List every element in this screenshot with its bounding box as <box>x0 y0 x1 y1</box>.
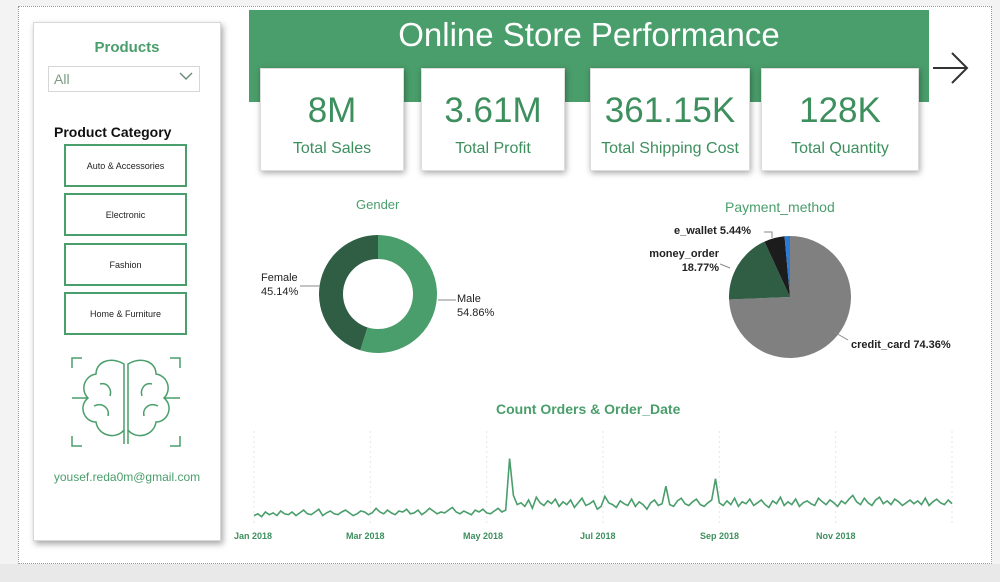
pie-slice-e-wallet[interactable] <box>764 236 790 297</box>
pie-slice-credit-card[interactable] <box>729 236 851 358</box>
filter-sidebar: Products All Product Category Auto & Acc… <box>33 22 221 541</box>
orders-chart-title: Count Orders & Order_Date <box>496 401 681 417</box>
orders-series-line[interactable] <box>253 458 953 518</box>
gender-leader-lines <box>300 285 456 301</box>
slice-name: Male <box>457 293 481 305</box>
payment-label-ewallet: e_wallet 5.44% <box>674 224 751 238</box>
gender-label-male: Male 54.86% <box>457 292 494 320</box>
payment-chart-title: Payment_method <box>725 199 835 215</box>
x-tick-label: Jan 2018 <box>234 531 272 541</box>
kpi-card-profit: 3.61M Total Profit <box>421 68 565 171</box>
slice-value: 5.44% <box>719 225 752 237</box>
payment-leader-lines <box>720 231 849 341</box>
kpi-value: 3.61M <box>444 91 542 130</box>
kpi-label: Total Profit <box>455 140 531 157</box>
x-tick-label: Mar 2018 <box>346 531 385 541</box>
dropdown-value: All <box>54 71 70 87</box>
pie-slice-debit-card[interactable] <box>784 236 790 297</box>
slice-value: 18.77% <box>681 262 719 274</box>
category-button-auto[interactable]: Auto & Accessories <box>64 144 187 187</box>
category-button-home[interactable]: Home & Furniture <box>64 292 187 335</box>
x-tick-label: Sep 2018 <box>700 531 739 541</box>
slice-value: 54.86% <box>457 307 495 319</box>
gender-chart-title: Gender <box>356 197 400 212</box>
arrow-right-icon[interactable] <box>930 50 970 86</box>
slice-name: money_order <box>649 248 719 260</box>
slice-value: 74.36% <box>913 339 951 351</box>
x-tick-label: Nov 2018 <box>816 531 856 541</box>
slice-name: credit_card <box>851 339 911 351</box>
slice-value: 45.14% <box>261 286 299 298</box>
bottom-bar <box>0 564 1000 582</box>
x-tick-label: May 2018 <box>463 531 503 541</box>
kpi-card-shipping: 361.15K Total Shipping Cost <box>590 68 750 171</box>
gender-donut-chart <box>319 235 437 353</box>
kpi-card-sales: 8M Total Sales <box>260 68 404 171</box>
slice-name: e_wallet <box>674 225 717 237</box>
chevron-down-icon <box>179 72 193 80</box>
x-tick-label: Jul 2018 <box>580 531 616 541</box>
slice-name: Female <box>261 272 298 284</box>
kpi-value: 361.15K <box>604 91 736 130</box>
orders-line-chart: Jan 2018 Mar 2018 May 2018 Jul 2018 Sep 2018… <box>234 431 953 541</box>
kpi-card-quantity: 128K Total Quantity <box>761 68 919 171</box>
category-button-electronic[interactable]: Electronic <box>64 193 187 236</box>
kpi-label: Total Quantity <box>791 140 889 157</box>
payment-label-moneyorder: money_order 18.77% <box>643 247 719 275</box>
page-title: Online Store Performance <box>398 16 780 53</box>
kpi-label: Total Shipping Cost <box>601 140 739 157</box>
payment-pie-chart <box>729 236 851 358</box>
kpi-label: Total Sales <box>292 140 372 157</box>
category-title: Product Category <box>54 124 172 140</box>
kpi-value: 128K <box>799 91 881 130</box>
payment-label-creditcard: credit_card 74.36% <box>851 338 951 352</box>
products-dropdown[interactable]: All <box>48 66 200 92</box>
category-button-fashion[interactable]: Fashion <box>64 243 187 286</box>
pie-slice-money-order[interactable] <box>729 241 790 300</box>
brain-icon <box>71 357 181 447</box>
kpi-value: 8M <box>307 91 357 130</box>
products-title: Products <box>94 39 160 56</box>
gender-label-female: Female 45.14% <box>261 271 298 299</box>
author-email: yousef.reda0m@gmail.com <box>53 470 201 484</box>
donut-hole <box>343 259 413 329</box>
